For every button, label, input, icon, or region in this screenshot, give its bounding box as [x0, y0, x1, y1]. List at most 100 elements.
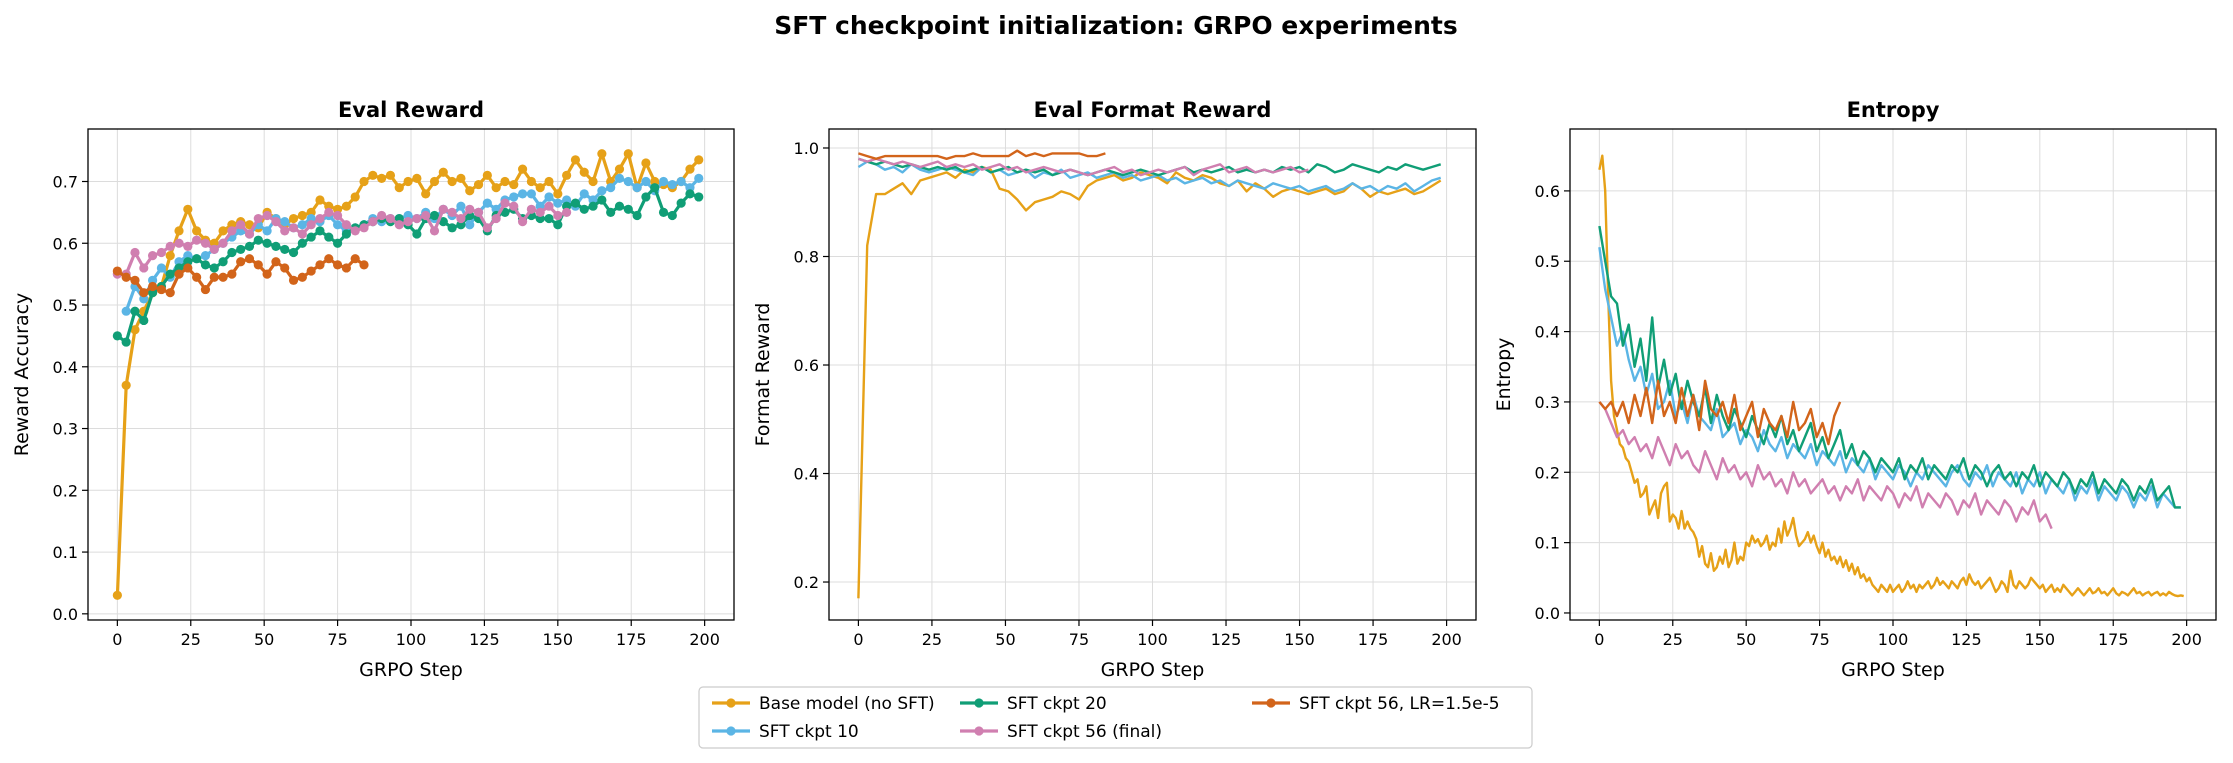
y-tick-label: 0.2	[53, 481, 78, 500]
series-line-sft-ckpt-56-final	[1598, 401, 2053, 530]
data-point-sft-ckpt-56-final	[236, 220, 246, 230]
data-point-sft-ckpt-20	[614, 201, 625, 211]
series-line-base-model-no-sft	[1598, 154, 2184, 598]
legend-label: SFT ckpt 20	[1007, 694, 1107, 714]
data-point-sft-ckpt-56-final	[377, 210, 387, 221]
data-point-sft-ckpt-10	[676, 176, 686, 187]
subplot-2: 0 25 50 75 100 125 150 175 200 0.2 0.4 0.6 0.8 1.0 Eva…	[752, 98, 1477, 681]
legend-label: SFT ckpt 10	[759, 722, 859, 742]
y-tick-label: 0.4	[794, 465, 819, 484]
data-point-sft-ckpt-20	[253, 235, 263, 245]
data-point-base-model-no-sft	[588, 176, 598, 187]
x-axis-label: GRPO Step	[359, 659, 463, 681]
x-tick-label: 0	[853, 630, 863, 649]
data-point-sft-ckpt-10	[658, 176, 669, 187]
data-point-sft-ckpt-10	[121, 306, 131, 316]
data-point-sft-ckpt-20	[244, 241, 255, 251]
data-point-base-model-no-sft	[685, 164, 695, 174]
data-point-sft-ckpt-56-lr-1-5e-5	[174, 269, 184, 279]
data-point-sft-ckpt-10	[517, 189, 528, 199]
data-point-sft-ckpt-20	[262, 238, 272, 248]
data-point-sft-ckpt-56-final	[341, 220, 351, 230]
legend-label: SFT ckpt 56, LR=1.5e-5	[1299, 694, 1500, 714]
data-point-sft-ckpt-56-final	[429, 226, 440, 236]
data-point-sft-ckpt-56-lr-1-5e-5	[297, 272, 307, 282]
series-group	[1598, 154, 2184, 598]
axes-frame	[87, 128, 735, 621]
legend-swatch-marker	[974, 726, 984, 736]
data-point-base-model-no-sft	[130, 325, 140, 335]
data-point-sft-ckpt-56-final	[200, 238, 211, 248]
data-point-sft-ckpt-20	[588, 201, 598, 211]
legend-swatch-marker	[974, 698, 984, 708]
grid	[1570, 129, 2216, 620]
data-point-sft-ckpt-20	[218, 257, 228, 267]
data-point-sft-ckpt-10	[553, 198, 563, 208]
y-tick-label: 0.4	[53, 358, 78, 377]
data-point-sft-ckpt-56-final	[218, 238, 228, 248]
data-point-sft-ckpt-56-final	[553, 210, 563, 221]
data-point-sft-ckpt-56-final	[306, 220, 316, 230]
data-point-sft-ckpt-56-final	[447, 207, 457, 217]
data-point-sft-ckpt-56-final	[491, 213, 501, 224]
axes-frame	[828, 128, 1477, 621]
data-point-sft-ckpt-20	[606, 207, 616, 217]
y-tick-label: 0.3	[53, 420, 78, 439]
data-point-base-model-no-sft	[350, 192, 360, 202]
x-tick-label: 50	[254, 630, 274, 649]
data-point-sft-ckpt-20	[623, 204, 633, 214]
data-point-sft-ckpt-10	[297, 220, 307, 230]
data-point-base-model-no-sft	[623, 149, 633, 159]
data-point-sft-ckpt-56-lr-1-5e-5	[112, 266, 122, 276]
data-point-base-model-no-sft	[579, 167, 589, 177]
y-tick-label: 0.0	[1535, 604, 1560, 623]
legend-item: Base model (no SFT)	[712, 694, 935, 714]
x-tick-label: 150	[2025, 630, 2056, 649]
data-point-sft-ckpt-56-final	[139, 263, 149, 273]
data-point-sft-ckpt-56-lr-1-5e-5	[271, 257, 281, 267]
x-axis-label: GRPO Step	[1101, 659, 1205, 681]
data-point-sft-ckpt-10	[597, 186, 607, 196]
data-point-base-model-no-sft	[403, 176, 413, 187]
data-point-sft-ckpt-20	[112, 331, 122, 341]
series-line-sft-ckpt-56-lr-1-5e-5	[858, 149, 1106, 161]
x-tick-label: 100	[396, 630, 427, 649]
legend-swatch-marker	[726, 726, 736, 736]
data-point-sft-ckpt-56-lr-1-5e-5	[253, 260, 263, 270]
data-point-sft-ckpt-20	[641, 192, 651, 202]
data-point-base-model-no-sft	[385, 170, 396, 180]
data-point-sft-ckpt-20	[694, 192, 704, 202]
data-point-sft-ckpt-10	[200, 251, 211, 261]
data-point-sft-ckpt-56-lr-1-5e-5	[183, 263, 193, 273]
x-axis-label: GRPO Step	[1841, 659, 1945, 681]
data-point-sft-ckpt-20	[544, 213, 554, 224]
y-tick-label: 0.2	[1535, 463, 1560, 482]
x-tick-label: 25	[181, 630, 201, 649]
series-line-sft-ckpt-56-final	[858, 157, 1309, 177]
data-point-sft-ckpt-20	[271, 241, 281, 251]
data-point-sft-ckpt-20	[332, 238, 343, 248]
y-axis-label: Entropy	[1493, 338, 1515, 412]
data-point-base-model-no-sft	[456, 173, 466, 184]
legend-swatch-marker	[726, 698, 736, 708]
data-point-sft-ckpt-10	[509, 192, 519, 202]
axes-frame	[1569, 128, 2217, 621]
data-point-sft-ckpt-56-final	[130, 247, 140, 258]
x-tick-label: 150	[543, 630, 574, 649]
data-point-sft-ckpt-56-final	[315, 213, 325, 224]
data-point-sft-ckpt-20	[650, 183, 660, 193]
series-line-base-model-no-sft	[857, 165, 1442, 599]
data-point-sft-ckpt-56-lr-1-5e-5	[324, 254, 334, 264]
series-line-sft-ckpt-56-final	[117, 201, 568, 276]
data-point-sft-ckpt-56-lr-1-5e-5	[332, 260, 343, 270]
series-group	[112, 149, 704, 600]
data-point-sft-ckpt-56-final	[227, 226, 237, 236]
x-tick-label: 75	[1809, 630, 1829, 649]
x-tick-label: 200	[689, 630, 720, 649]
data-point-sft-ckpt-56-final	[332, 210, 343, 221]
data-point-base-model-no-sft	[447, 176, 457, 187]
data-point-sft-ckpt-56-final	[544, 201, 554, 211]
subplot-1: 0 25 50 75 100 125 150 175 200 0.0 0.1 0.2 0.3 0.4 0.5…	[11, 98, 735, 681]
x-tick-label: 125	[469, 630, 500, 649]
data-point-sft-ckpt-56-final	[385, 213, 396, 224]
